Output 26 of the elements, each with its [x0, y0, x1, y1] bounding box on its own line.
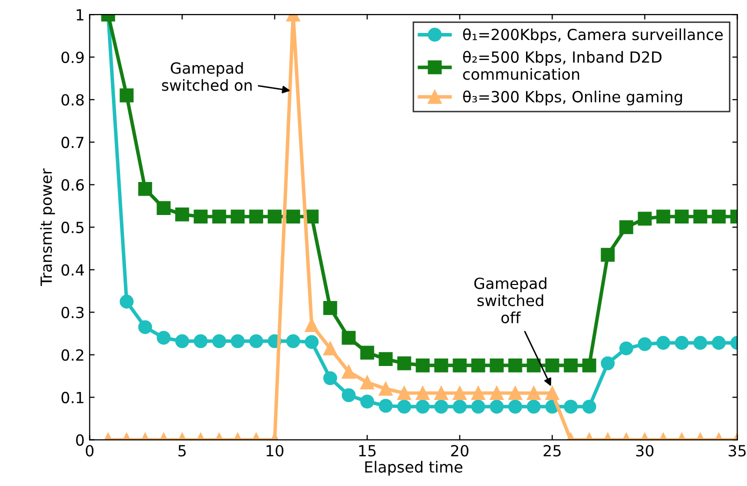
y-tick-label: 0.6 [61, 179, 84, 191]
x-tick-label: 20 [451, 444, 468, 457]
legend-label: θ₃=300 Kbps, Online gaming [463, 90, 682, 106]
y-tick-label: 1 [76, 9, 84, 20]
x-tick-label: 15 [359, 445, 376, 457]
y-tick-label: 0.1 [61, 392, 84, 404]
x-tick-label: 25 [544, 444, 561, 457]
x-tick-label: 5 [178, 445, 186, 457]
x-axis-title: Elapsed time [365, 460, 462, 476]
y-tick-label: 0.8 [61, 94, 84, 106]
legend-label: θ₂=500 Kbps, Inband D2D communication [463, 50, 662, 80]
y-tick-label: 0.7 [61, 136, 84, 148]
y-tick-label: 0 [76, 434, 84, 446]
annotation: Gamepad switched on [162, 62, 252, 91]
y-tick-label: 0.2 [61, 349, 84, 361]
y-tick-label: 0.4 [61, 264, 84, 276]
x-tick-label: 10 [266, 444, 284, 457]
y-tick-label: 0.9 [61, 52, 84, 64]
y-axis-title: Transmit power [40, 168, 55, 286]
y-tick-label: 0.5 [61, 222, 84, 234]
annotation: Gamepad switched off [474, 277, 546, 324]
y-tick-label: 0.3 [61, 306, 84, 318]
x-tick-label: 35 [728, 444, 746, 457]
x-tick-label: 30 [636, 444, 654, 457]
x-tick-label: 0 [86, 444, 94, 457]
legend-label: θ₁=200Kbps, Camera surveillance [463, 28, 723, 44]
